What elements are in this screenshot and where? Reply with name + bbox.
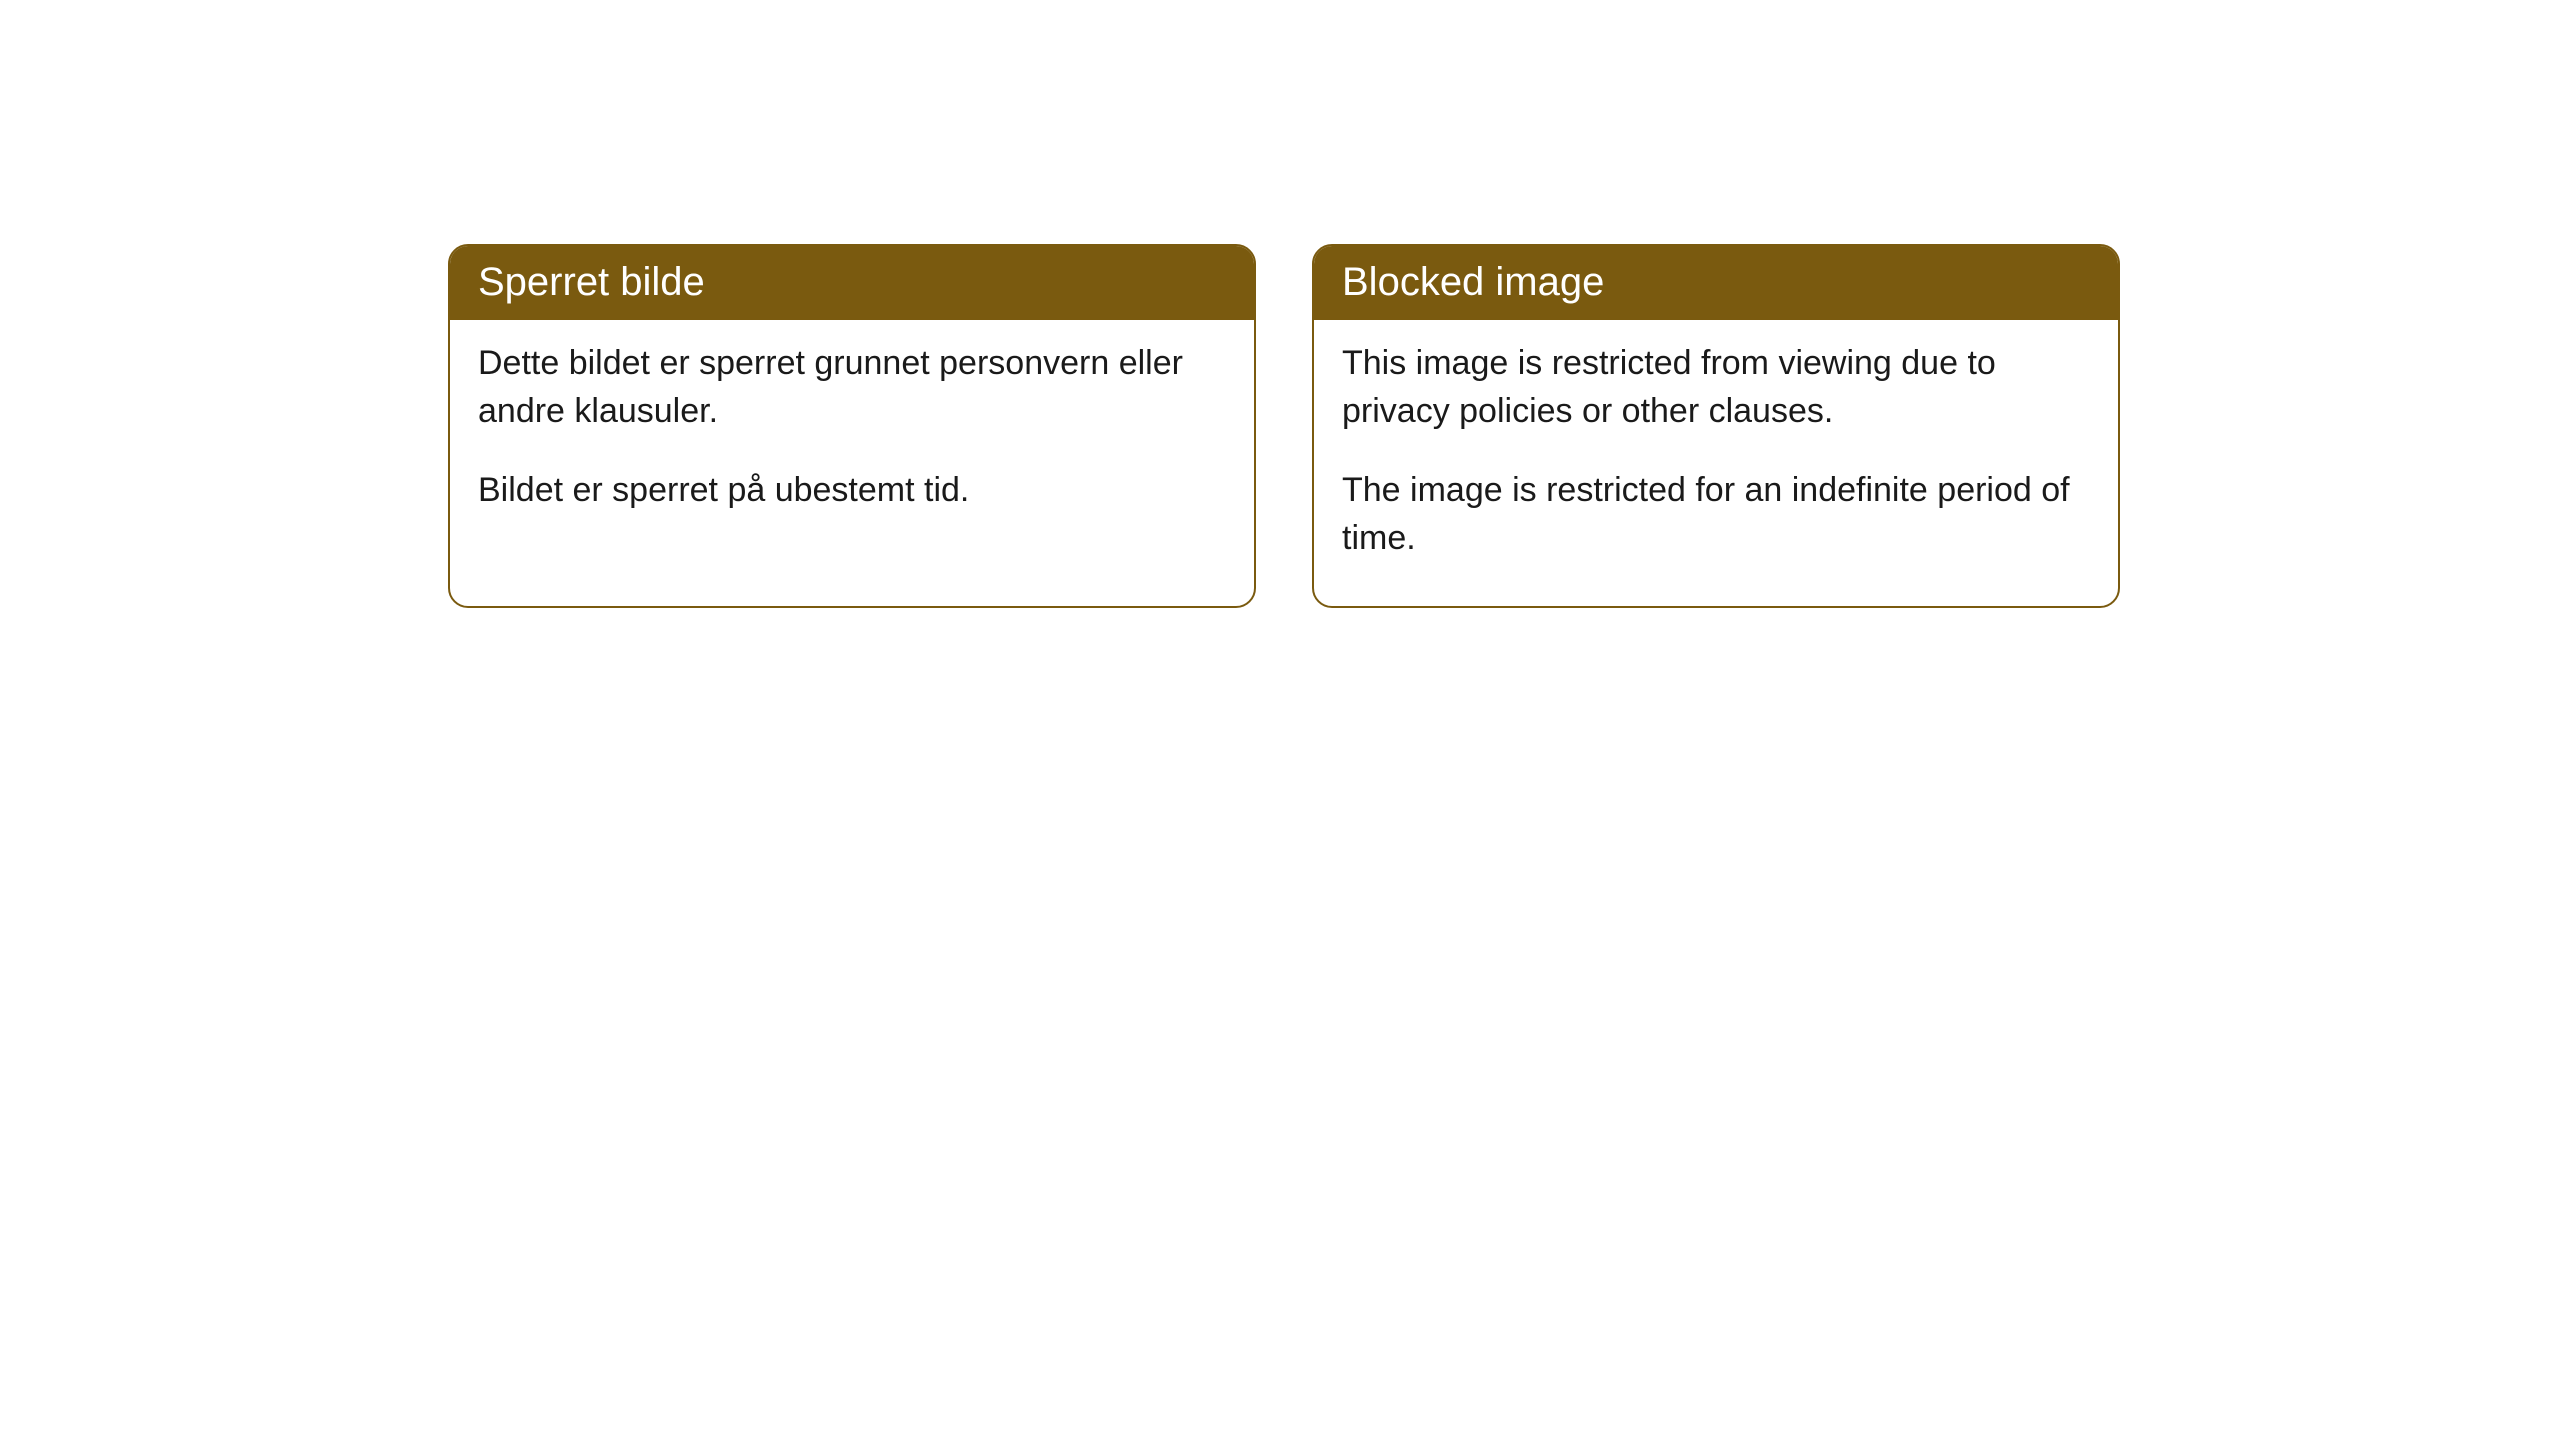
card-paragraph: Bildet er sperret på ubestemt tid. <box>478 467 1226 515</box>
card-title: Sperret bilde <box>450 246 1254 320</box>
card-body: This image is restricted from viewing du… <box>1314 320 2118 606</box>
card-paragraph: This image is restricted from viewing du… <box>1342 340 2090 435</box>
notice-card-norwegian: Sperret bilde Dette bildet er sperret gr… <box>448 244 1256 608</box>
notice-card-english: Blocked image This image is restricted f… <box>1312 244 2120 608</box>
card-paragraph: The image is restricted for an indefinit… <box>1342 467 2090 562</box>
notice-cards-container: Sperret bilde Dette bildet er sperret gr… <box>448 244 2120 608</box>
card-paragraph: Dette bildet er sperret grunnet personve… <box>478 340 1226 435</box>
card-body: Dette bildet er sperret grunnet personve… <box>450 320 1254 559</box>
card-title: Blocked image <box>1314 246 2118 320</box>
